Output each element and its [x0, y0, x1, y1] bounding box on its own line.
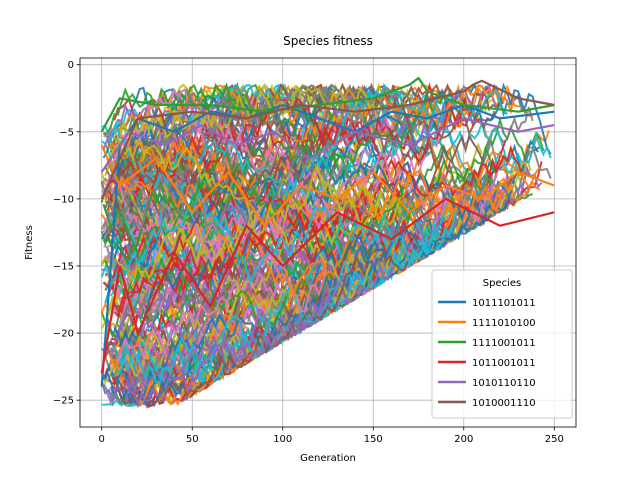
legend: Species 10111010111111010100111100101110… — [431, 269, 573, 419]
x-tick-label: 50 — [186, 434, 199, 445]
x-tick-label: 250 — [545, 434, 564, 445]
series-line-1010110110 — [100, 117, 555, 173]
legend-entry-label: 1010001110 — [472, 398, 536, 409]
series-line-1010001110 — [100, 79, 555, 200]
species-trace — [110, 287, 358, 405]
legend-entry-label: 1010110110 — [472, 378, 536, 389]
y-tick-label: −20 — [53, 329, 74, 340]
series-line-1011101011 — [100, 103, 555, 387]
y-axis-label: Fitness — [24, 225, 35, 260]
series-line-1111001011 — [100, 76, 555, 133]
tick-layer: 0 50 100 150 200 250 0 −5 −10 −15 −20 −25 — [53, 60, 564, 445]
series-line-1111010100 — [100, 144, 555, 228]
x-axis-label: Generation — [300, 453, 356, 464]
x-tick-label: 200 — [454, 434, 473, 445]
y-tick-label: 0 — [68, 60, 74, 71]
plot-lines — [100, 76, 555, 410]
plot-frame — [79, 57, 577, 428]
species-trace — [113, 136, 402, 236]
species-trace — [108, 153, 490, 242]
species-trace — [104, 189, 454, 304]
species-trace — [117, 271, 282, 363]
species-trace — [101, 263, 393, 395]
chart-title: Species fitness — [283, 34, 373, 48]
y-tick-label: −25 — [53, 396, 74, 407]
legend-entry-label: 1011001011 — [472, 358, 536, 369]
legend-title: Species — [483, 278, 522, 289]
legend-entry-label: 1111001011 — [472, 338, 536, 349]
species-trace — [113, 83, 358, 230]
species-trace — [117, 197, 319, 315]
species-trace — [113, 149, 337, 203]
species-trace — [113, 248, 412, 407]
species-trace — [100, 271, 346, 409]
species-trace — [108, 87, 406, 230]
legend-entry-label: 1111010100 — [472, 318, 536, 329]
legend-box — [431, 269, 573, 419]
x-tick-label: 0 — [99, 434, 105, 445]
x-tick-label: 150 — [364, 434, 383, 445]
species-trace — [100, 156, 385, 281]
species-trace — [118, 85, 378, 140]
y-tick-label: −10 — [53, 194, 74, 205]
y-tick-label: −15 — [53, 261, 74, 272]
species-trace — [108, 153, 349, 256]
species-trace — [104, 166, 283, 266]
legend-entries: 1011101011 1111010100 1111001011 1011001011… — [438, 298, 536, 409]
y-tick-label: −5 — [59, 127, 74, 138]
x-tick-label: 100 — [273, 434, 292, 445]
legend-entry-label: 1011101011 — [472, 298, 536, 309]
series-line-1011001011 — [100, 197, 555, 374]
